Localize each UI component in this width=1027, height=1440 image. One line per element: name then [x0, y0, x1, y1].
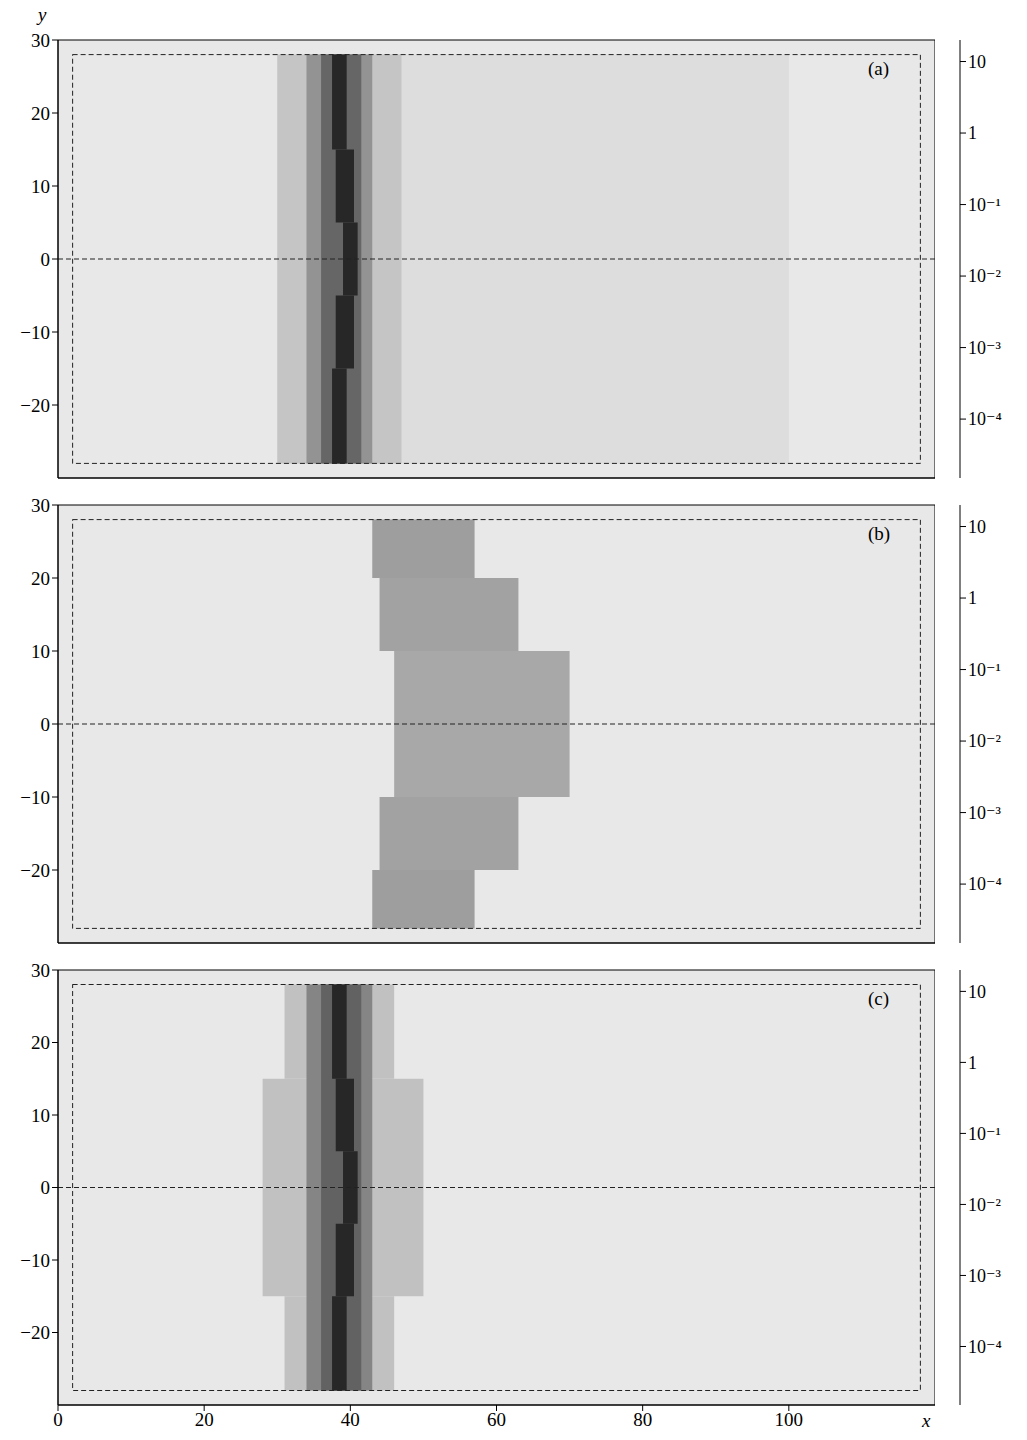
svg-text:30: 30 — [31, 30, 50, 51]
html-text:(b): (b) — [868, 523, 891, 544]
svg-text:−20: −20 — [20, 1322, 50, 1343]
svg-text:10⁻⁴: 10⁻⁴ — [968, 1337, 1002, 1357]
svg-text:10⁻²: 10⁻² — [968, 1195, 1001, 1215]
svg-text:−10: −10 — [20, 787, 50, 808]
svg-text:10: 10 — [31, 1105, 50, 1126]
svg-text:−20: −20 — [20, 395, 50, 416]
svg-text:0: 0 — [41, 714, 51, 735]
svg-text:20: 20 — [31, 1032, 50, 1053]
svg-text:60: 60 — [487, 1409, 506, 1430]
svg-text:10: 10 — [31, 176, 50, 197]
svg-text:10: 10 — [31, 641, 50, 662]
html-text:y: y — [38, 4, 47, 25]
svg-text:10⁻³: 10⁻³ — [968, 803, 1002, 823]
svg-text:80: 80 — [633, 1409, 652, 1430]
svg-text:100: 100 — [775, 1409, 804, 1430]
svg-text:30: 30 — [31, 960, 50, 981]
svg-text:−20: −20 — [20, 860, 50, 881]
svg-text:10⁻¹: 10⁻¹ — [968, 660, 1001, 680]
svg-text:−10: −10 — [20, 322, 50, 343]
svg-text:10⁻⁴: 10⁻⁴ — [968, 874, 1002, 894]
svg-text:10⁻³: 10⁻³ — [968, 338, 1002, 358]
svg-text:−10: −10 — [20, 1250, 50, 1271]
html-text:(c): (c) — [868, 988, 890, 1009]
svg-text:10: 10 — [968, 52, 986, 72]
svg-text:0: 0 — [41, 1177, 51, 1198]
svg-text:0: 0 — [41, 249, 51, 270]
svg-text:10: 10 — [968, 982, 986, 1002]
svg-text:1: 1 — [968, 1053, 977, 1073]
svg-text:1: 1 — [968, 588, 977, 608]
svg-text:1: 1 — [968, 123, 977, 143]
svg-text:10: 10 — [968, 517, 986, 537]
html-text:(a): (a) — [868, 58, 890, 79]
svg-text:40: 40 — [341, 1409, 360, 1430]
svg-text:0: 0 — [53, 1409, 63, 1430]
svg-text:10⁻⁴: 10⁻⁴ — [968, 409, 1002, 429]
svg-text:20: 20 — [195, 1409, 214, 1430]
svg-text:30: 30 — [31, 495, 50, 516]
svg-text:20: 20 — [31, 568, 50, 589]
svg-text:10⁻³: 10⁻³ — [968, 1266, 1002, 1286]
svg-text:10⁻²: 10⁻² — [968, 731, 1001, 751]
svg-text:10⁻²: 10⁻² — [968, 266, 1001, 286]
svg-text:10⁻¹: 10⁻¹ — [968, 1124, 1001, 1144]
svg-text:10⁻¹: 10⁻¹ — [968, 195, 1001, 215]
html-text:x: x — [922, 1410, 931, 1431]
svg-text:20: 20 — [31, 103, 50, 124]
